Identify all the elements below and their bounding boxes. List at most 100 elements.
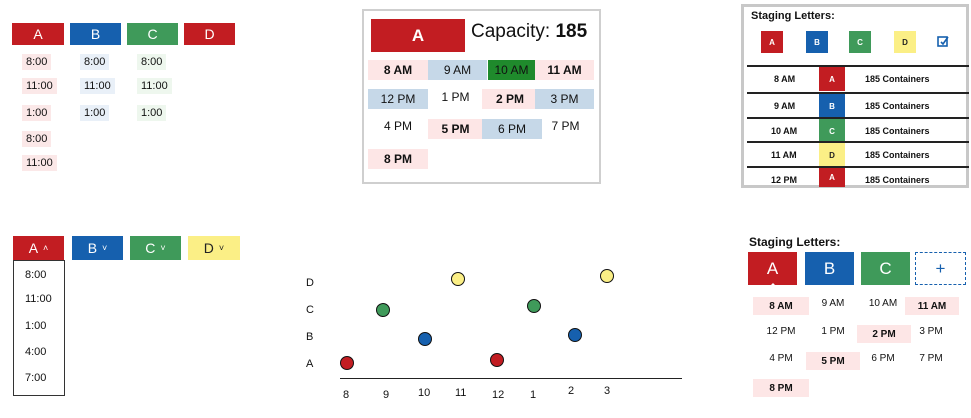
dropdown-d-label: D <box>203 240 214 256</box>
add-staging-letter-button[interactable]: + <box>915 252 966 285</box>
dropdown-option[interactable]: 1:00 <box>25 320 47 332</box>
y-label-a: A <box>306 358 314 370</box>
slot-11am[interactable]: 11 AM <box>535 60 594 80</box>
dropdown-option[interactable]: 7:00 <box>25 372 47 384</box>
staging-tab-c[interactable]: C <box>861 252 910 285</box>
staging-letter-b[interactable]: B <box>806 31 828 53</box>
staging-slot[interactable]: 9 AM <box>821 297 845 309</box>
dropdown-b-label: B <box>87 240 98 256</box>
x-label: 8 <box>343 389 350 401</box>
dropdown-a[interactable]: A ˄ <box>13 236 64 260</box>
staging-letter-a[interactable]: A <box>761 31 783 53</box>
x-label: 2 <box>568 385 575 397</box>
tab-b[interactable]: B <box>70 23 121 45</box>
time-chip-a-3[interactable]: 8:00 <box>22 131 52 147</box>
staging-slot[interactable]: 5 PM <box>806 352 860 370</box>
staging-row-2[interactable]: 10 AM C 185 Containers <box>747 117 969 143</box>
staging-slot[interactable]: 7 PM <box>919 352 943 364</box>
dropdown-a-menu: 8:00 11:00 1:00 4:00 7:00 <box>13 260 65 396</box>
tab-c[interactable]: C <box>127 23 178 45</box>
y-label-b: B <box>306 331 314 343</box>
staging-row-letter: D <box>819 143 845 167</box>
dropdown-option[interactable]: 11:00 <box>25 293 52 305</box>
slot-7pm[interactable]: 7 PM <box>551 119 580 133</box>
staging-tab-b[interactable]: B <box>805 252 854 285</box>
y-label-c: C <box>306 304 314 316</box>
staging-slot[interactable]: 8 AM <box>753 297 809 315</box>
time-chip-a-2[interactable]: 1:00 <box>22 105 52 121</box>
time-chip-c-0[interactable]: 8:00 <box>137 54 167 70</box>
staging-row-time: 11 AM <box>771 150 797 160</box>
time-chip-c-2[interactable]: 1:00 <box>137 105 167 121</box>
staging-row-count: 185 Containers <box>865 101 930 111</box>
staging-row-4[interactable]: 12 PM A 185 Containers <box>747 166 969 187</box>
slot-dot-b[interactable] <box>568 328 582 342</box>
slot-8am[interactable]: 8 AM <box>368 60 428 80</box>
staging-row-0[interactable]: 8 AM A 185 Containers <box>747 65 969 91</box>
edit-icon[interactable] <box>937 35 949 47</box>
chevron-down-icon: ˅ <box>160 243 166 253</box>
card-letter-badge[interactable]: A <box>371 19 465 52</box>
staging-row-time: 9 AM <box>774 101 796 111</box>
slot-12pm[interactable]: 12 PM <box>368 89 428 109</box>
slot-dot-d[interactable] <box>600 269 614 283</box>
staging-slot[interactable]: 4 PM <box>769 352 793 364</box>
time-chip-b-0[interactable]: 8:00 <box>80 54 110 70</box>
x-axis-line <box>340 378 682 379</box>
time-chip-b-1[interactable]: 11:00 <box>80 78 115 94</box>
slot-3pm[interactable]: 3 PM <box>535 89 594 109</box>
slot-1pm[interactable]: 1 PM <box>441 90 470 104</box>
slot-10am[interactable]: 10 AM <box>488 60 535 80</box>
staging-slot[interactable]: 3 PM <box>919 325 943 337</box>
slot-9am[interactable]: 9 AM <box>428 60 487 80</box>
staging-slot[interactable]: 12 PM <box>766 325 796 337</box>
time-chip-a-1[interactable]: 11:00 <box>22 78 57 94</box>
staging-slot[interactable]: 8 PM <box>753 379 809 397</box>
slot-4pm[interactable]: 4 PM <box>383 119 412 133</box>
dropdown-a-label: A <box>28 240 39 256</box>
staging-letter-c[interactable]: C <box>849 31 871 53</box>
time-chip-a-0[interactable]: 8:00 <box>22 54 52 70</box>
slot-6pm[interactable]: 6 PM <box>482 119 542 139</box>
dropdown-option[interactable]: 8:00 <box>25 269 47 281</box>
staging-slot[interactable]: 1 PM <box>821 325 845 337</box>
staging-slot[interactable]: 2 PM <box>857 325 911 343</box>
staging-letter-d[interactable]: D <box>894 31 916 53</box>
staging-letters-title: Staging Letters: <box>749 235 841 249</box>
dropdown-c[interactable]: C ˅ <box>130 236 181 260</box>
time-chip-c-1[interactable]: 11:00 <box>137 78 172 94</box>
tab-a[interactable]: A <box>12 23 64 45</box>
slot-dot-d[interactable] <box>451 272 465 286</box>
staging-row-letter: C <box>819 119 845 143</box>
slot-dot-a[interactable] <box>490 353 504 367</box>
time-chip-b-2[interactable]: 1:00 <box>80 105 110 121</box>
staging-row-3[interactable]: 11 AM D 185 Containers <box>747 141 969 167</box>
chevron-down-icon: ˅ <box>218 243 225 253</box>
x-label: 11 <box>455 387 467 399</box>
slot-8pm[interactable]: 8 PM <box>368 149 428 169</box>
capacity-text: Capacity: 185 <box>471 21 587 43</box>
staging-slot[interactable]: 11 AM <box>905 297 959 315</box>
x-label: 9 <box>383 389 390 401</box>
slot-5pm[interactable]: 5 PM <box>428 119 483 139</box>
slot-dot-c[interactable] <box>527 299 541 313</box>
staging-slot[interactable]: 6 PM <box>871 352 895 364</box>
staging-row-time: 12 PM <box>771 175 798 185</box>
capacity-card <box>362 9 601 184</box>
chevron-down-icon: ˅ <box>102 243 108 253</box>
slot-2pm[interactable]: 2 PM <box>482 89 538 109</box>
staging-slot[interactable]: 10 AM <box>868 297 898 309</box>
dropdown-d[interactable]: D ˅ <box>188 236 240 260</box>
staging-row-1[interactable]: 9 AM B 185 Containers <box>747 92 969 118</box>
slot-dot-b[interactable] <box>418 332 432 346</box>
staging-tab-a[interactable]: A <box>748 252 797 285</box>
staging-row-count: 185 Containers <box>865 150 930 160</box>
tab-d[interactable]: D <box>184 23 235 45</box>
capacity-label: Capacity: <box>471 21 551 42</box>
slot-dot-c[interactable] <box>376 303 390 317</box>
dropdown-b[interactable]: B ˅ <box>72 236 123 260</box>
slot-dot-a[interactable] <box>340 356 354 370</box>
dropdown-option[interactable]: 4:00 <box>25 346 47 358</box>
time-chip-a-4[interactable]: 11:00 <box>22 155 57 171</box>
staging-row-letter: B <box>819 94 845 118</box>
